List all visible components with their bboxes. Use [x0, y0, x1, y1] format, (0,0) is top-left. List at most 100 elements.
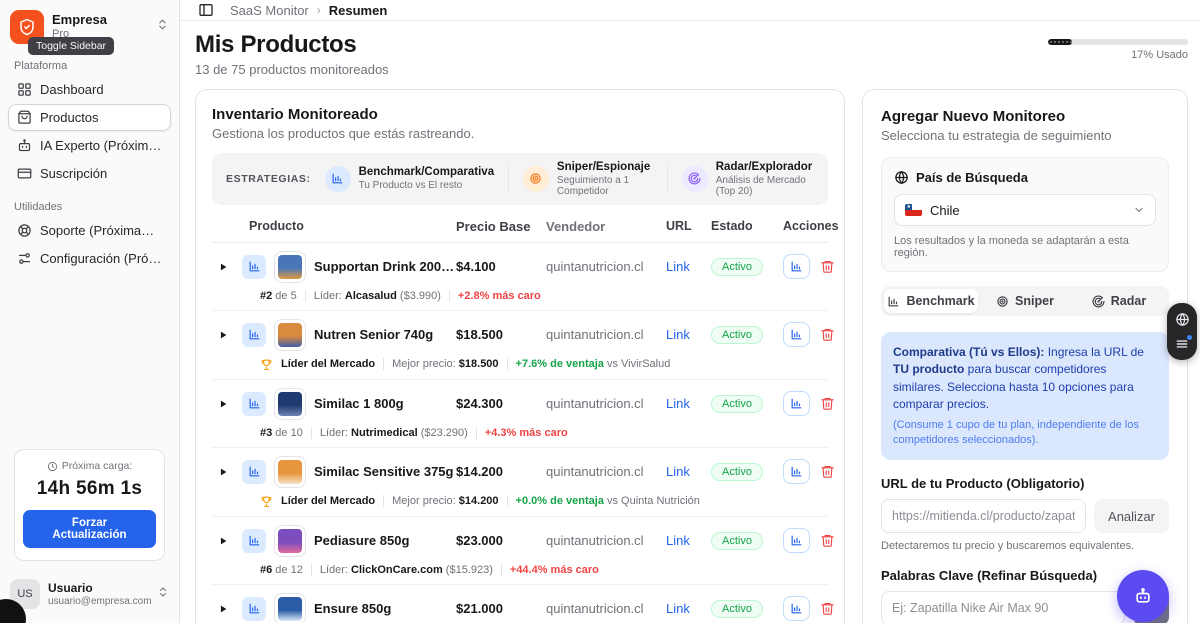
chevrons-up-down-icon [156, 18, 169, 36]
nav-section-label: Plataforma [14, 60, 165, 72]
sidebar-item-label: Productos [40, 110, 99, 125]
country-select[interactable]: ★ Chile [894, 194, 1156, 226]
col-header-precio-base: Precio Base [456, 219, 546, 234]
url-cell: Link [666, 463, 711, 481]
row-chart-button[interactable] [783, 391, 810, 416]
row-delete-button[interactable] [820, 259, 835, 274]
country-box: País de Búsqueda ★ Chile Los resultados … [881, 157, 1169, 272]
force-update-button[interactable]: Forzar Actualización [23, 510, 156, 548]
analyze-button[interactable]: Analizar [1094, 499, 1169, 533]
product-link[interactable]: Link [666, 464, 690, 479]
tab-benchmark[interactable]: Benchmark [884, 289, 978, 313]
vendor-cell: quintanutricion.cl [546, 601, 666, 616]
card-icon [17, 166, 32, 181]
status-badge: Activo [711, 463, 763, 481]
url-cell: Link [666, 258, 711, 276]
product-link[interactable]: Link [666, 601, 690, 616]
product-link[interactable]: Link [666, 327, 690, 342]
breadcrumb-parent[interactable]: SaaS Monitor [230, 3, 309, 18]
product-cell: Pediasure 850g [212, 525, 456, 557]
product-name: Nutren Senior 740g [314, 327, 433, 342]
inventory-title: Inventario Monitoreado [212, 106, 828, 123]
row-chart-button[interactable] [783, 528, 810, 553]
expand-row-icon[interactable] [212, 604, 234, 614]
sidebar: Empresa Pro Toggle Sidebar PlataformaDas… [0, 0, 180, 623]
meta-divider [311, 427, 312, 439]
rank-text: #2 de 5 [260, 290, 297, 302]
topbar: SaaS Monitor › Resumen [180, 0, 1200, 21]
product-link[interactable]: Link [666, 396, 690, 411]
leader-name: Alcasalud [345, 290, 397, 302]
breadcrumb-separator: › [317, 3, 321, 17]
tab-sniper[interactable]: Sniper [978, 289, 1072, 313]
strategies-label: ESTRATEGIAS: [226, 173, 311, 185]
table-row-main: Similac 1 800g$24.300quintanutricion.clL… [212, 388, 828, 420]
row-chart-button[interactable] [783, 459, 810, 484]
expand-row-icon[interactable] [212, 399, 234, 409]
expand-row-icon[interactable] [212, 467, 234, 477]
row-chart-button[interactable] [783, 254, 810, 279]
target-icon [523, 166, 549, 192]
product-link[interactable]: Link [666, 259, 690, 274]
actions-cell [771, 596, 835, 621]
sidebar-item-productos[interactable]: Productos [8, 104, 171, 131]
product-thumbnail [274, 456, 306, 488]
row-delete-button[interactable] [820, 327, 835, 342]
sidebar-item-configuraci-n-pr-ximamen[interactable]: Configuración (Próximamen... [8, 245, 171, 272]
meta-divider [476, 427, 477, 439]
row-delete-button[interactable] [820, 396, 835, 411]
expand-row-icon[interactable] [212, 262, 234, 272]
status-badge: Activo [711, 600, 763, 618]
row-delete-button[interactable] [820, 601, 835, 616]
row-chart-button[interactable] [783, 322, 810, 347]
trophy-icon [260, 495, 273, 508]
row-delete-button[interactable] [820, 533, 835, 548]
sidebar-item-ia-experto-pr-ximamente[interactable]: IA Experto (Próximamente) [8, 132, 171, 159]
advantage-delta: +0.0% de ventaja [516, 495, 604, 507]
expand-row-icon[interactable] [212, 330, 234, 340]
product-url-input[interactable] [881, 499, 1086, 533]
buoy-icon [17, 223, 32, 238]
actions-cell [771, 322, 835, 347]
price-delta: +2.8% más caro [458, 290, 541, 302]
usage-meter: 17% Usado [1048, 39, 1188, 61]
panel-left-icon[interactable] [196, 0, 216, 20]
sidebar-item-suscripci-n[interactable]: Suscripción [8, 160, 171, 187]
user-name: Usuario [48, 581, 149, 595]
assistant-bot-fab[interactable] [1117, 570, 1169, 622]
next-load-label: Próxima carga: [23, 460, 156, 472]
notification-dot [1187, 335, 1192, 340]
market-leader-badge: Líder del Mercado [281, 358, 375, 370]
vendor-cell: quintanutricion.cl [546, 327, 666, 342]
rank-value: #3 [260, 427, 272, 439]
add-monitor-card: Agregar Nuevo Monitoreo Selecciona tu es… [862, 89, 1188, 623]
sidebar-item-label: IA Experto (Próximamente) [40, 138, 162, 153]
expand-row-icon[interactable] [212, 536, 234, 546]
price-cell: $21.000 [456, 601, 546, 616]
leader-text: Líder: ClickOnCare.com ($15.923) [320, 564, 493, 576]
rank-text: #3 de 10 [260, 427, 303, 439]
tab-radar[interactable]: Radar [1072, 289, 1166, 313]
table-row-main: Nutren Senior 740g$18.500quintanutricion… [212, 319, 828, 351]
row-delete-button[interactable] [820, 464, 835, 479]
country-value: Chile [930, 203, 1125, 218]
meta-divider [311, 564, 312, 576]
product-link[interactable]: Link [666, 533, 690, 548]
keywords-input[interactable] [881, 591, 1125, 623]
strategy-name: Radar/Explorador [716, 161, 814, 175]
inventory-card: Inventario Monitoreado Gestiona los prod… [195, 89, 845, 623]
globe-icon[interactable] [1175, 312, 1190, 327]
next-load-card: Próxima carga: 14h 56m 1s Forzar Actuali… [14, 449, 165, 561]
list-lines-icon[interactable] [1175, 337, 1189, 351]
tab-label: Sniper [1015, 294, 1054, 308]
sidebar-item-soporte-pr-ximamente[interactable]: Soporte (Próximamente) [8, 217, 171, 244]
sidebar-item-dashboard[interactable]: Dashboard [8, 76, 171, 103]
benchmark-strategy-icon [242, 529, 266, 553]
meta-divider [449, 290, 450, 302]
strategy-text: Benchmark/ComparativaTu Producto vs El r… [359, 166, 495, 191]
nav-section-label: Utilidades [14, 201, 165, 213]
legend-divider [508, 166, 509, 192]
sidebar-nav: Plataforma Dashboard Productos IA Experto (… [8, 46, 171, 273]
row-chart-button[interactable] [783, 596, 810, 621]
user-menu[interactable]: US Usuario usuario@empresa.com [8, 575, 171, 615]
